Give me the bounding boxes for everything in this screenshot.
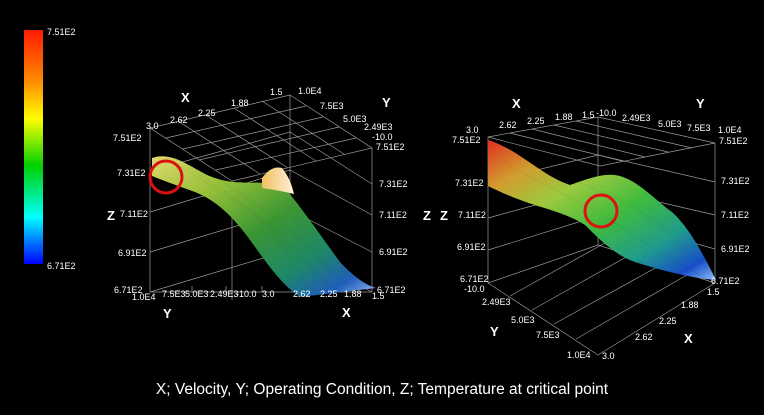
left-bottom-x-tick: 3.0 — [262, 289, 275, 299]
left-grid-lines — [149, 94, 373, 300]
left-critical-point-circle — [148, 159, 184, 195]
left-z-tick-left: 6.91E2 — [118, 248, 147, 258]
right-bottom-x-tick: 1.88 — [681, 300, 699, 310]
right-top-x-tick: 2.25 — [527, 116, 545, 126]
left-z-tick-left: 7.31E2 — [117, 168, 146, 178]
left-top-y-tick: 2.49E3 — [364, 122, 393, 132]
right-x-axis-title-top: X — [512, 96, 521, 111]
left-top-x-tick: 1.5 — [270, 87, 283, 97]
left-top-y-tick: 5.0E3 — [343, 114, 367, 124]
right-surface-main — [488, 140, 716, 280]
left-z-tick-right: 6.91E2 — [379, 247, 408, 257]
left-z-tick-right: 6.71E2 — [377, 285, 406, 295]
right-bottom-y-tick: -10.0 — [464, 284, 485, 294]
right-top-x-tick: 1.5 — [582, 110, 595, 120]
right-z-tick-left: 6.91E2 — [457, 242, 486, 252]
right-z-tick-right: 7.31E2 — [721, 176, 750, 186]
left-bottom-x-tick: 1.88 — [344, 289, 362, 299]
left-bottom-x-tick: 1.5 — [372, 291, 385, 301]
right-z-tick-right: 7.11E2 — [721, 210, 749, 220]
left-z-tick-right: 7.51E2 — [376, 142, 405, 152]
right-z-tick-left: 6.71E2 — [460, 274, 489, 284]
left-z-tick-right: 7.31E2 — [379, 179, 408, 189]
right-top-y-tick: -10.0 — [596, 108, 617, 118]
right-z-axis-title-left: Z — [440, 208, 448, 223]
right-z-tick-right: 6.91E2 — [721, 244, 750, 254]
figure-caption: X; Velocity, Y; Operating Condition, Z; … — [155, 381, 609, 398]
left-bottom-x-tick: 2.25 — [320, 289, 338, 299]
left-surface-main — [152, 156, 376, 297]
colorbar-min-label: 6.71E2 — [47, 261, 76, 271]
left-z-tick-left: 7.51E2 — [113, 133, 142, 143]
right-bottom-x-tick: 2.25 — [659, 316, 677, 326]
right-bottom-x-tick: 1.5 — [707, 287, 720, 297]
left-surface-chart: X Y Z Y X 3.0 2.62 2.25 1.88 1.5 1.0E4 7… — [107, 86, 408, 321]
right-bottom-y-tick: 5.0E3 — [511, 315, 535, 325]
right-z-tick-right: 7.51E2 — [719, 136, 748, 146]
right-top-x-tick: 1.88 — [555, 112, 573, 122]
right-z-tick-left: 7.51E2 — [452, 135, 481, 145]
right-top-y-tick: 1.0E4 — [718, 125, 742, 135]
left-bottom-y-tick: -10.0 — [236, 289, 257, 299]
left-y-axis-title-bottom: Y — [163, 306, 172, 321]
right-y-axis-title-top: Y — [696, 96, 705, 111]
left-bottom-x-tick: 2.62 — [293, 289, 311, 299]
left-z-axis-title-left: Z — [107, 208, 115, 223]
right-z-axis-title-left2: Z — [423, 208, 431, 223]
right-bottom-x-tick: 2.62 — [635, 332, 653, 342]
right-y-axis-title-bottom: Y — [490, 324, 499, 339]
right-bottom-y-tick: 1.0E4 — [567, 350, 591, 360]
right-top-y-tick: 7.5E3 — [687, 123, 711, 133]
right-top-x-tick: 2.62 — [499, 120, 517, 130]
right-x-axis-title-bottom: X — [684, 331, 693, 346]
left-bottom-y-tick: 7.5E3 — [162, 289, 186, 299]
left-surface-peak — [262, 167, 294, 194]
left-top-y-tick: -10.0 — [372, 132, 393, 142]
left-top-x-tick: 2.25 — [198, 108, 216, 118]
colorbar — [24, 30, 43, 264]
left-bottom-y-tick: 2.49E3 — [210, 289, 239, 299]
right-top-y-tick: 2.49E3 — [622, 113, 651, 123]
left-surface-mesh — [169, 159, 361, 295]
left-z-tick-right: 7.11E2 — [379, 210, 407, 220]
left-top-y-tick: 1.0E4 — [298, 86, 322, 96]
left-top-x-tick: 1.88 — [231, 98, 249, 108]
right-top-y-tick: 5.0E3 — [658, 119, 682, 129]
right-surface-chart: X Y Z Z Y X 3.0 2.62 2.25 1.88 1.5 -10.0… — [423, 96, 750, 361]
right-bottom-y-tick: 2.49E3 — [482, 297, 511, 307]
left-y-axis-title-top: Y — [382, 95, 391, 110]
right-critical-point-circle — [583, 193, 619, 229]
left-z-tick-left: 7.11E2 — [120, 209, 148, 219]
right-z-tick-left: 7.31E2 — [455, 178, 484, 188]
colorbar-max-label: 7.51E2 — [47, 27, 76, 37]
right-bottom-y-tick: 7.5E3 — [536, 330, 560, 340]
left-x-axis-title-bottom: X — [342, 305, 351, 320]
right-surface-mesh — [499, 149, 709, 276]
left-x-axis-title-top: X — [181, 90, 190, 105]
left-z-tick-left: 6.71E2 — [114, 285, 143, 295]
right-bottom-x-tick: 3.0 — [602, 351, 615, 361]
left-top-x-tick: 3.0 — [146, 121, 159, 131]
right-z-tick-left: 7.11E2 — [458, 210, 486, 220]
left-top-x-tick: 2.62 — [170, 115, 188, 125]
right-top-x-tick: 3.0 — [466, 125, 479, 135]
left-top-y-tick: 7.5E3 — [320, 101, 344, 111]
left-bottom-y-tick: 1.0E4 — [132, 292, 156, 302]
left-bottom-y-tick: 5.0E3 — [185, 289, 209, 299]
right-z-tick-right: 6.71E2 — [711, 276, 740, 286]
